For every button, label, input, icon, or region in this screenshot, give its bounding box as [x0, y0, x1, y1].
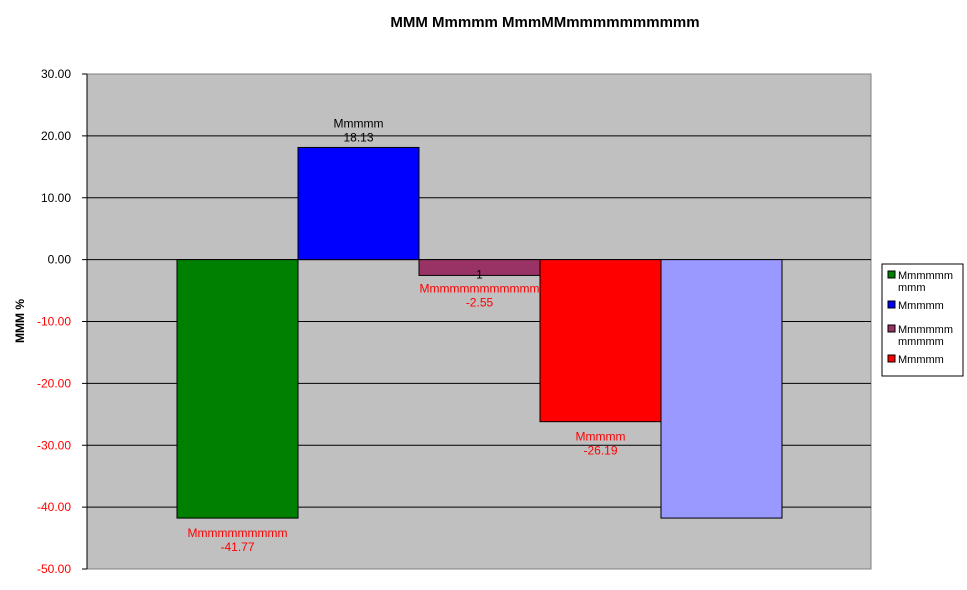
data-labels: Mmmmmmmmmm-41.77Mmmmm18.131Mmmmmmmmmmmm-…	[188, 116, 626, 554]
bar-0	[176, 259, 299, 519]
legend-label: Mmmmmm	[898, 324, 953, 336]
y-tick-label: 20.00	[41, 129, 71, 143]
data-label: 18.13	[343, 130, 373, 144]
data-label: Mmmmmmmmmm	[188, 526, 288, 540]
legend-label: Mmmmmm	[898, 270, 953, 282]
data-label: Mmmmmmmmmmmm	[420, 282, 540, 296]
y-tick-label: -20.00	[37, 376, 71, 390]
bar-3	[539, 259, 662, 423]
data-label: 1	[476, 268, 483, 282]
chart-title: MMM Mmmmm MmmMMmmmmmmmmmm	[390, 14, 699, 31]
legend-swatch	[887, 354, 896, 363]
data-label: -41.77	[220, 540, 254, 554]
y-tick-label: -40.00	[37, 500, 71, 514]
legend-swatch	[887, 270, 896, 279]
y-axis-label: MMM %	[13, 299, 27, 343]
data-label: -26.19	[583, 444, 617, 458]
legend-label: mmmmm	[898, 336, 944, 348]
y-tick-label: -30.00	[37, 438, 71, 452]
data-label: Mmmmm	[576, 430, 626, 444]
bar-1	[297, 146, 420, 261]
bar-4	[660, 259, 783, 519]
y-tick-label: 10.00	[41, 191, 71, 205]
bars	[176, 146, 783, 519]
legend-swatch	[887, 300, 896, 309]
legend-label: Mmmmm	[898, 300, 944, 312]
y-tick-label: -50.00	[37, 562, 71, 576]
data-label: Mmmmm	[334, 116, 384, 130]
legend-swatch	[887, 324, 896, 333]
y-tick-label: -10.00	[37, 315, 71, 329]
data-label: -2.55	[466, 296, 494, 310]
y-tick-label: 30.00	[41, 67, 71, 81]
y-axis-ticks: 30.00 20.00 10.00 0.00 -10.00 -20.00 -30.00 -40…	[37, 67, 87, 576]
y-tick-label: 0.00	[48, 253, 72, 267]
legend-label: Mmmmm	[898, 354, 944, 366]
legend-label: mmm	[898, 282, 926, 294]
